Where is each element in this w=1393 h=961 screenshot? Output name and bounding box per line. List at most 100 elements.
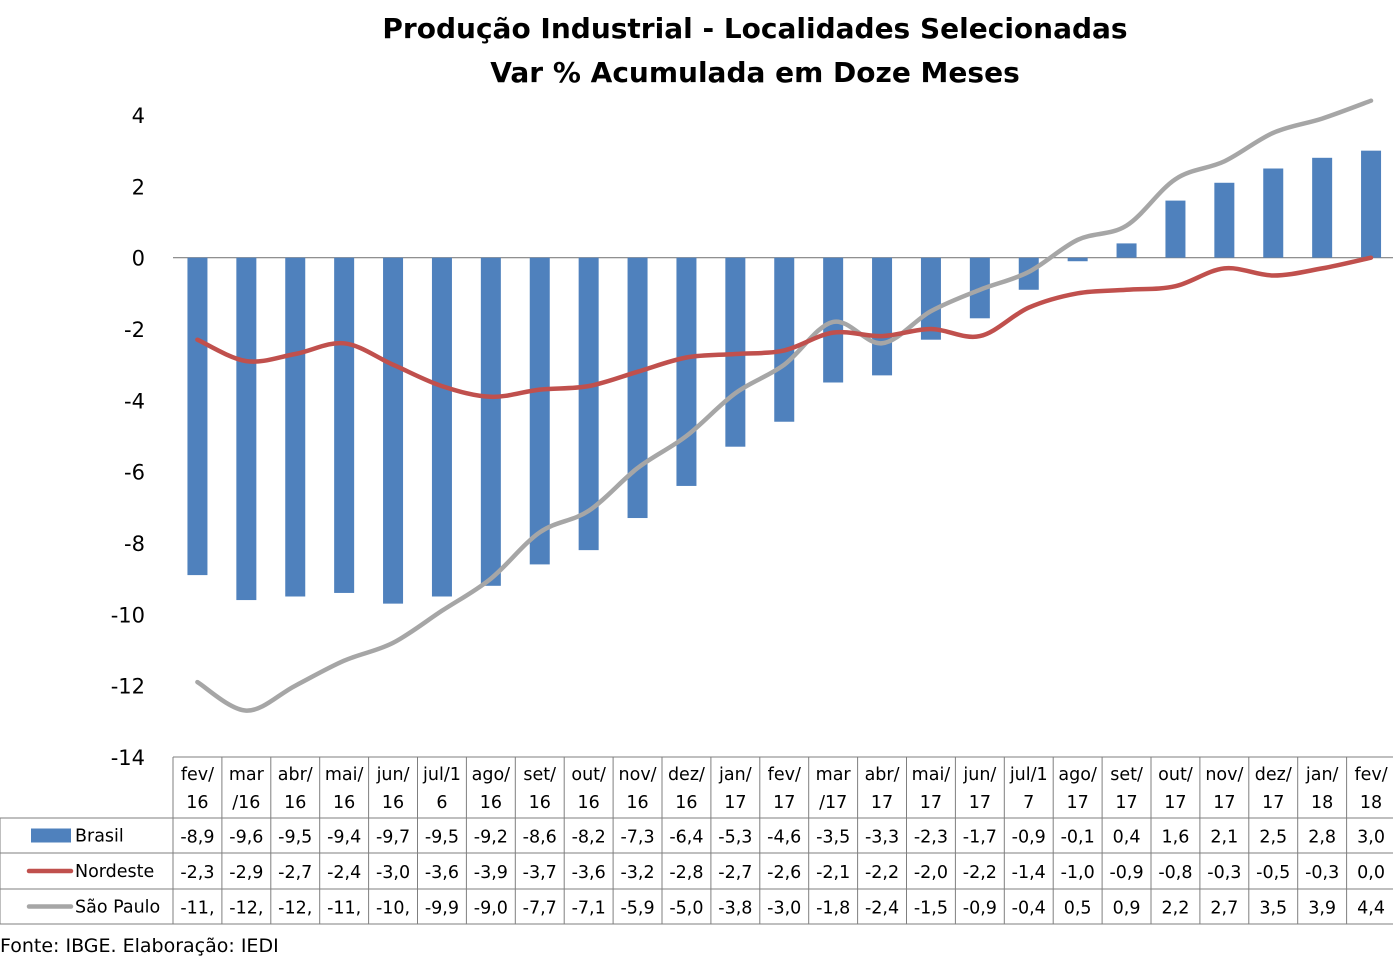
table-cell: -3,6 bbox=[425, 863, 459, 883]
table-cell: -9,5 bbox=[425, 828, 459, 848]
category-label: jan/ bbox=[718, 765, 752, 785]
category-label: set/ bbox=[523, 765, 556, 785]
table-cell: -0,9 bbox=[1109, 863, 1143, 883]
table-cell: -0,1 bbox=[1061, 828, 1095, 848]
table-cell: -1,7 bbox=[963, 828, 997, 848]
bar-brasil bbox=[1214, 182, 1235, 258]
table-cell: 2,7 bbox=[1210, 899, 1238, 919]
category-label: set/ bbox=[1110, 765, 1143, 785]
table-cell: 0,0 bbox=[1357, 863, 1385, 883]
table-cell: 1,6 bbox=[1162, 828, 1190, 848]
bar-brasil bbox=[1361, 150, 1382, 258]
category-label: 17 bbox=[724, 793, 746, 813]
table-cell: -6,4 bbox=[669, 828, 703, 848]
category-label: 17 bbox=[1213, 793, 1235, 813]
legend-label: Brasil bbox=[75, 827, 124, 847]
bar-brasil bbox=[480, 257, 501, 586]
table-cell: -4,6 bbox=[767, 828, 801, 848]
table-cell: -2,4 bbox=[865, 899, 899, 919]
category-label: 17 bbox=[969, 793, 991, 813]
data-table: fev/16 mar/16 abr/16 mai/16 jun/16 jul/1 6 ago/… bbox=[0, 756, 1393, 925]
table-cell: -0,8 bbox=[1158, 863, 1192, 883]
bar-brasil bbox=[676, 257, 697, 486]
category-label: nov/ bbox=[619, 765, 657, 785]
y-tick-label: -12 bbox=[111, 675, 145, 699]
table-cell: -2,2 bbox=[963, 863, 997, 883]
category-label: 17 bbox=[920, 793, 942, 813]
y-tick-label: -4 bbox=[124, 389, 145, 413]
table-cell: 0,4 bbox=[1113, 828, 1141, 848]
category-label: out/ bbox=[1158, 765, 1193, 785]
category-label: jun/ bbox=[962, 765, 996, 785]
table-cell: -7,7 bbox=[523, 899, 557, 919]
table-cell: -8,2 bbox=[572, 828, 606, 848]
category-label: 17 bbox=[1262, 793, 1284, 813]
category-label: 18 bbox=[1311, 793, 1333, 813]
bar-brasil bbox=[1116, 243, 1137, 258]
table-cell: -3,7 bbox=[523, 863, 557, 883]
table-cell: 3,0 bbox=[1357, 828, 1385, 848]
category-label: abr/ bbox=[278, 765, 313, 785]
table-cell: -9,6 bbox=[229, 828, 263, 848]
table-cell: 2,5 bbox=[1259, 828, 1287, 848]
y-tick-label: 4 bbox=[132, 104, 145, 128]
bar-brasil bbox=[431, 257, 452, 597]
table-cell: -2,7 bbox=[718, 863, 752, 883]
table-cell: -8,6 bbox=[523, 828, 557, 848]
table-cell: -11, bbox=[327, 899, 361, 919]
category-label: 6 bbox=[436, 793, 447, 813]
table-cell: -0,5 bbox=[1256, 863, 1290, 883]
category-label: 16 bbox=[626, 793, 648, 813]
table-cell: -11, bbox=[180, 899, 214, 919]
table-cell: -3,6 bbox=[572, 863, 606, 883]
category-label: jun/ bbox=[376, 765, 410, 785]
table-cell: -7,1 bbox=[572, 899, 606, 919]
bar-brasil bbox=[529, 257, 550, 565]
y-tick-label: -2 bbox=[124, 318, 145, 342]
category-label: fev/ bbox=[768, 765, 801, 785]
category-label: 17 bbox=[773, 793, 795, 813]
table-cell: -2,0 bbox=[914, 863, 948, 883]
table-cell: -2,6 bbox=[767, 863, 801, 883]
category-label: 16 bbox=[382, 793, 404, 813]
table-cell: -0,3 bbox=[1207, 863, 1241, 883]
y-tick-label: -10 bbox=[111, 603, 145, 627]
category-label: 17 bbox=[1164, 793, 1186, 813]
table-cell: -3,0 bbox=[767, 899, 801, 919]
table-cell: -3,0 bbox=[376, 863, 410, 883]
table-cell: -5,9 bbox=[620, 899, 654, 919]
table-cell: 0,5 bbox=[1064, 899, 1092, 919]
table-cell: -3,8 bbox=[718, 899, 752, 919]
category-label: 18 bbox=[1360, 793, 1382, 813]
table-cell: -2,1 bbox=[816, 863, 850, 883]
category-label: mai/ bbox=[325, 765, 364, 785]
table-cell: -9,5 bbox=[278, 828, 312, 848]
category-label: mar bbox=[816, 765, 852, 785]
bar-brasil bbox=[1165, 200, 1186, 258]
table-cell: -1,0 bbox=[1061, 863, 1095, 883]
table-cell: -2,8 bbox=[669, 863, 703, 883]
category-label: 16 bbox=[578, 793, 600, 813]
table-cell: -9,7 bbox=[376, 828, 410, 848]
table-cell: -2,3 bbox=[914, 828, 948, 848]
category-label: 16 bbox=[284, 793, 306, 813]
table-cell: -2,4 bbox=[327, 863, 361, 883]
line-sao-paulo bbox=[195, 98, 1374, 713]
y-tick-label: -6 bbox=[124, 461, 145, 485]
category-label: 16 bbox=[480, 793, 502, 813]
category-label: fev/ bbox=[1354, 765, 1387, 785]
category-label: 16 bbox=[186, 793, 208, 813]
table-cell: -1,8 bbox=[816, 899, 850, 919]
category-label: 16 bbox=[675, 793, 697, 813]
bar-brasil bbox=[1263, 168, 1284, 258]
category-label: 17 bbox=[1067, 793, 1089, 813]
y-tick-label: -14 bbox=[111, 746, 145, 770]
table-cell: -0,9 bbox=[1012, 828, 1046, 848]
table-cell: 2,8 bbox=[1308, 828, 1336, 848]
table-cell: -3,5 bbox=[816, 828, 850, 848]
table-cell: 2,1 bbox=[1210, 828, 1238, 848]
category-label: /16 bbox=[232, 793, 260, 813]
category-label: mar bbox=[229, 765, 265, 785]
table-cell: -2,9 bbox=[229, 863, 263, 883]
